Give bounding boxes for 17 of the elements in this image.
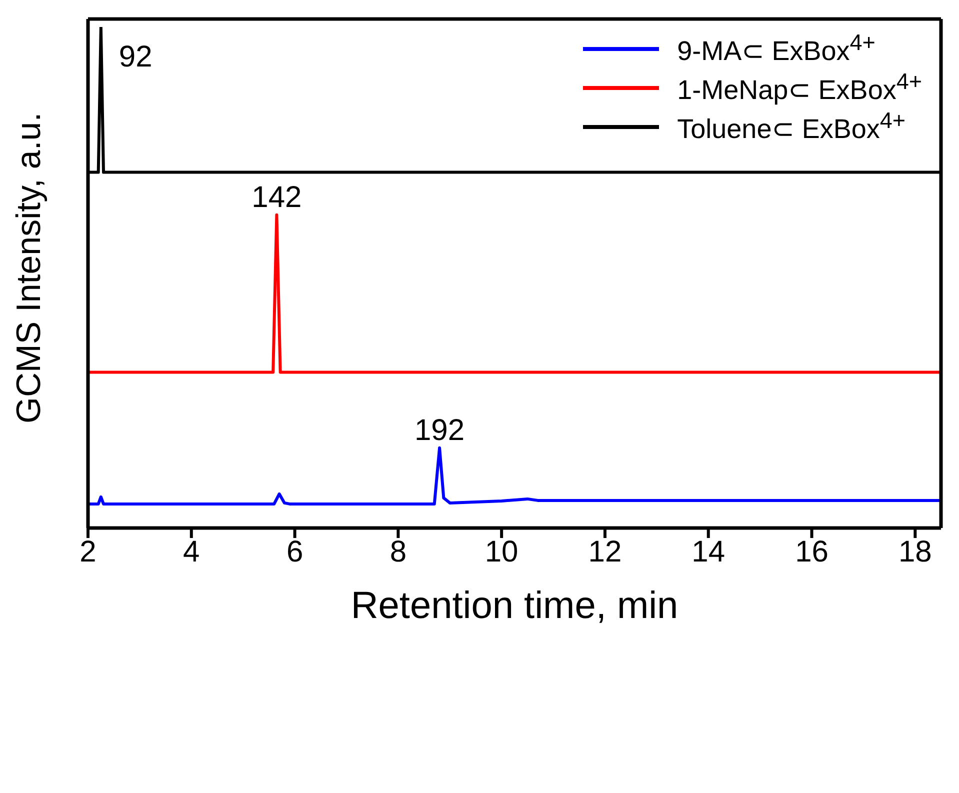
x-tick-label: 8 (390, 535, 407, 568)
legend-label: 9-MA⊂ ExBox$^{4+}$ (677, 30, 876, 67)
y-axis-title: GCMS Intensity, a.u. (10, 112, 48, 424)
annotation: 192 (414, 414, 465, 447)
x-tick-label: 4 (183, 535, 200, 568)
x-tick-label: 12 (588, 535, 622, 568)
x-tick-label: 18 (898, 535, 932, 568)
x-axis-title: Retention time, min (350, 585, 678, 627)
annotation: 92 (118, 40, 152, 74)
annotation: 142 (252, 180, 302, 214)
x-tick-label: 10 (484, 535, 518, 568)
legend-label: Toluene⊂ ExBox$^{4+}$ (677, 108, 906, 145)
x-tick-label: 14 (692, 535, 726, 568)
legend-label: 1-MeNap⊂ ExBox$^{4+}$ (677, 69, 922, 106)
x-tick-label: 2 (80, 535, 96, 568)
x-tick-label: 6 (286, 535, 304, 568)
x-tick-label: 16 (795, 535, 828, 568)
